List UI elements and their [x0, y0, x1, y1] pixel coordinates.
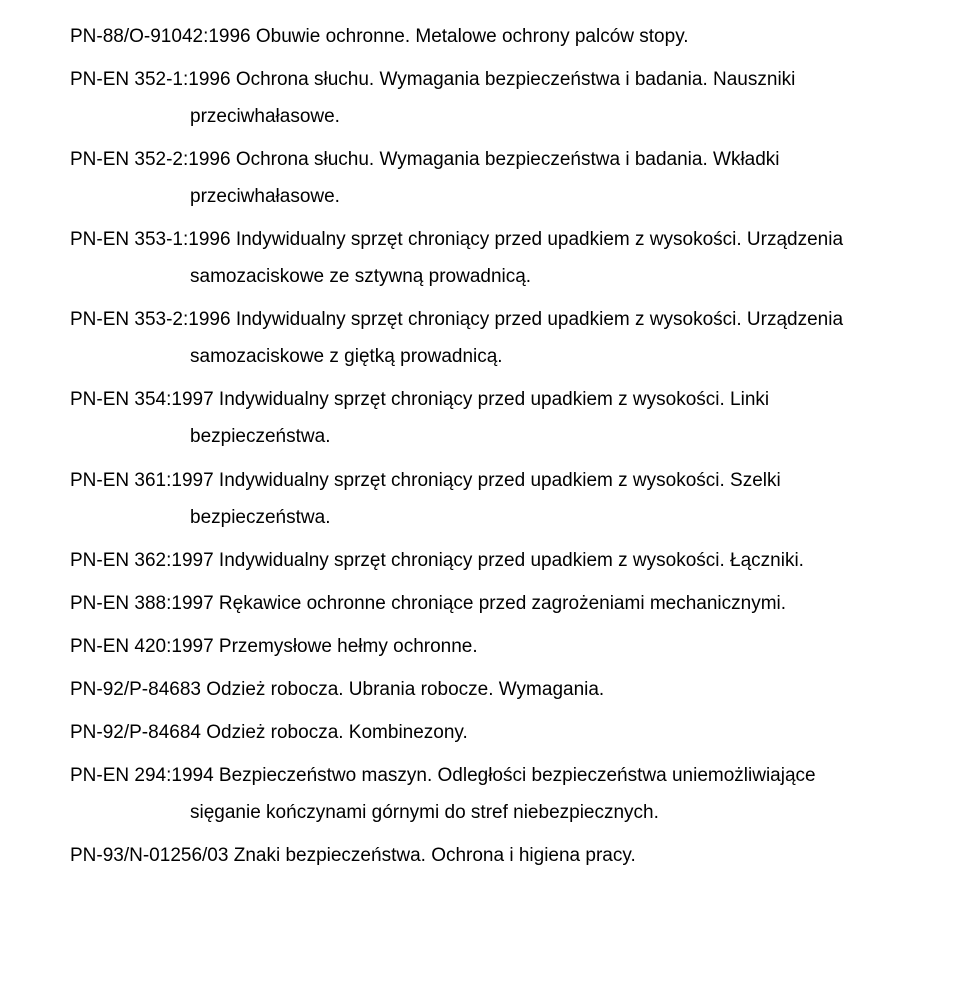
entry-text: PN-93/N-01256/03 Znaki bezpieczeństwa. O… [70, 837, 890, 874]
entry-continuation: bezpieczeństwa. [70, 499, 890, 536]
entry-continuation: przeciwhałasowe. [70, 98, 890, 135]
entry-text: PN-EN 354:1997 Indywidualny sprzęt chron… [70, 381, 890, 418]
standard-entry: PN-EN 352-2:1996 Ochrona słuchu. Wymagan… [70, 141, 890, 215]
entry-continuation: bezpieczeństwa. [70, 418, 890, 455]
entry-text: PN-EN 353-2:1996 Indywidualny sprzęt chr… [70, 301, 890, 338]
standard-entry: PN-EN 361:1997 Indywidualny sprzęt chron… [70, 462, 890, 536]
entry-text: PN-EN 353-1:1996 Indywidualny sprzęt chr… [70, 221, 890, 258]
entry-text: PN-EN 420:1997 Przemysłowe hełmy ochronn… [70, 628, 890, 665]
entry-text: PN-EN 388:1997 Rękawice ochronne chronią… [70, 585, 890, 622]
entry-text: PN-EN 294:1994 Bezpieczeństwo maszyn. Od… [70, 757, 890, 794]
standard-entry: PN-EN 354:1997 Indywidualny sprzęt chron… [70, 381, 890, 455]
standard-entry: PN-92/P-84684 Odzież robocza. Kombinezon… [70, 714, 890, 751]
entry-text: PN-88/O-91042:1996 Obuwie ochronne. Meta… [70, 18, 890, 55]
entry-continuation: sięganie kończynami górnymi do stref nie… [70, 794, 890, 831]
entry-text: PN-92/P-84684 Odzież robocza. Kombinezon… [70, 714, 890, 751]
standard-entry: PN-92/P-84683 Odzież robocza. Ubrania ro… [70, 671, 890, 708]
standard-entry: PN-EN 420:1997 Przemysłowe hełmy ochronn… [70, 628, 890, 665]
entry-continuation: przeciwhałasowe. [70, 178, 890, 215]
entry-text: PN-EN 352-1:1996 Ochrona słuchu. Wymagan… [70, 61, 890, 98]
standard-entry: PN-EN 388:1997 Rękawice ochronne chronią… [70, 585, 890, 622]
entry-text: PN-EN 352-2:1996 Ochrona słuchu. Wymagan… [70, 141, 890, 178]
standard-entry: PN-EN 353-2:1996 Indywidualny sprzęt chr… [70, 301, 890, 375]
entry-text: PN-EN 361:1997 Indywidualny sprzęt chron… [70, 462, 890, 499]
entry-text: PN-92/P-84683 Odzież robocza. Ubrania ro… [70, 671, 890, 708]
entry-continuation: samozaciskowe z giętką prowadnicą. [70, 338, 890, 375]
standard-entry: PN-EN 352-1:1996 Ochrona słuchu. Wymagan… [70, 61, 890, 135]
standard-entry: PN-EN 294:1994 Bezpieczeństwo maszyn. Od… [70, 757, 890, 831]
standard-entry: PN-88/O-91042:1996 Obuwie ochronne. Meta… [70, 18, 890, 55]
entry-text: PN-EN 362:1997 Indywidualny sprzęt chron… [70, 542, 890, 579]
standard-entry: PN-EN 362:1997 Indywidualny sprzęt chron… [70, 542, 890, 579]
standard-entry: PN-93/N-01256/03 Znaki bezpieczeństwa. O… [70, 837, 890, 874]
standard-entry: PN-EN 353-1:1996 Indywidualny sprzęt chr… [70, 221, 890, 295]
entry-continuation: samozaciskowe ze sztywną prowadnicą. [70, 258, 890, 295]
